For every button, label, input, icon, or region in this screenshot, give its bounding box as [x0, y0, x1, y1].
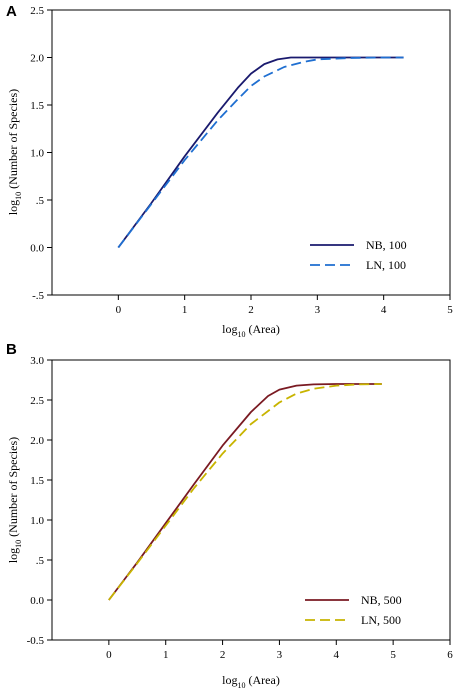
- panel-b: B 0 1 2 3 4 5 6 -0.5 0.0 .5 1.0 1.5 2.0 2.5 3.0 NB, 5…: [6, 341, 453, 690]
- x-tick-label: 2: [220, 649, 226, 661]
- y-tick-label: -.5: [32, 290, 44, 302]
- panel-a-x-axis-title: log10 (Area): [222, 322, 280, 339]
- x-tick-label: 4: [334, 649, 340, 661]
- y-tick-label: 2.5: [30, 395, 44, 407]
- panel-a-plot-frame: [51, 9, 451, 296]
- y-tick-label: 1.0: [30, 515, 44, 527]
- legend-label: NB, 500: [361, 593, 402, 607]
- x-tick-label: 3: [277, 649, 283, 661]
- y-tick-label: 2.0: [30, 53, 44, 65]
- y-tick-label: 3.0: [30, 355, 44, 367]
- x-tick-label: 2: [248, 304, 254, 316]
- y-tick-label: 1.0: [30, 148, 44, 160]
- panel-a-series: [117, 56, 404, 249]
- series-line-ln: [108, 383, 382, 601]
- panel-b-y-axis-title: log10 (Number of Species): [6, 437, 23, 563]
- series-line-nb: [117, 56, 404, 249]
- panel-a-legend: NB, 100 LN, 100: [310, 238, 407, 272]
- panel-a-y-ticks: -.5 0.0 .5 1.0 1.5 2.0 2.5: [30, 5, 52, 302]
- panel-b-letter: B: [6, 341, 17, 358]
- y-tick-label: 2.0: [30, 435, 44, 447]
- x-tick-label: 4: [381, 304, 387, 316]
- panel-a: A 0 1 2 3 4 5 -.5 0.0 .5 1.0 1.5 2.0 2.5 NB, 100 LN,…: [6, 3, 453, 339]
- series-line-nb: [108, 383, 382, 601]
- y-tick-label: 1.5: [30, 475, 44, 487]
- panel-b-y-ticks: -0.5 0.0 .5 1.0 1.5 2.0 2.5 3.0: [27, 355, 52, 647]
- panel-b-series: [108, 383, 382, 601]
- x-tick-label: 1: [163, 649, 169, 661]
- x-tick-label: 5: [390, 649, 396, 661]
- panel-a-x-ticks: 0 1 2 3 4 5: [116, 295, 453, 316]
- panel-a-y-axis-title: log10 (Number of Species): [6, 89, 23, 215]
- x-tick-label: 0: [106, 649, 112, 661]
- y-tick-label: 0.0: [30, 595, 44, 607]
- panel-b-x-ticks: 0 1 2 3 4 5 6: [106, 640, 453, 661]
- legend-label: LN, 100: [366, 258, 406, 272]
- panel-b-plot-frame: [51, 359, 451, 641]
- x-tick-label: 3: [315, 304, 321, 316]
- series-line-ln: [117, 56, 404, 249]
- y-tick-label: 1.5: [30, 100, 44, 112]
- y-tick-label: -0.5: [27, 635, 45, 647]
- y-tick-label: 0.0: [30, 243, 44, 255]
- y-tick-label: .5: [36, 555, 45, 567]
- x-tick-label: 1: [182, 304, 188, 316]
- panel-b-legend: NB, 500 LN, 500: [305, 593, 402, 627]
- x-tick-label: 6: [447, 649, 453, 661]
- legend-label: NB, 100: [366, 238, 407, 252]
- panel-a-letter: A: [6, 3, 17, 20]
- y-tick-label: 2.5: [30, 5, 44, 17]
- x-tick-label: 0: [116, 304, 122, 316]
- panel-b-x-axis-title: log10 (Area): [222, 673, 280, 690]
- y-tick-label: .5: [36, 195, 45, 207]
- x-tick-label: 5: [447, 304, 453, 316]
- legend-label: LN, 500: [361, 613, 401, 627]
